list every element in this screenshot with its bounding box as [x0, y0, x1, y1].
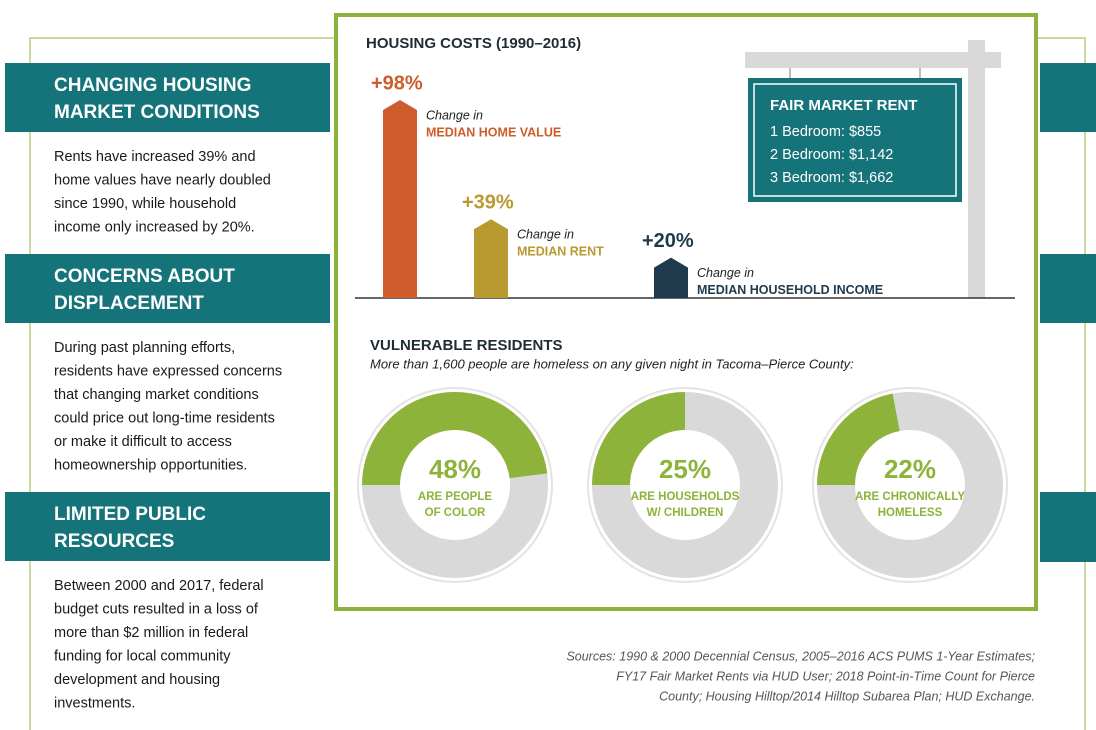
- source-line: Sources: 1990 & 2000 Decennial Census, 2…: [566, 649, 1035, 663]
- donut-arc: [362, 392, 548, 486]
- value-label: 22%: [884, 454, 936, 484]
- bar: [383, 100, 417, 298]
- bar: [474, 219, 508, 298]
- sign-item: 3 Bedroom: $1,662: [770, 170, 893, 186]
- teal-band: [1040, 254, 1096, 323]
- section-heading: CHANGING HOUSING: [54, 75, 251, 96]
- section-heading: CONCERNS ABOUT: [54, 266, 235, 287]
- sign-item: 1 Bedroom: $855: [770, 124, 881, 140]
- section-heading: MARKET CONDITIONS: [54, 102, 260, 123]
- category-label: OF COLOR: [425, 507, 486, 519]
- section-text: homeownership opportunities.: [54, 457, 247, 473]
- category-label: MEDIAN HOUSEHOLD INCOME: [697, 283, 883, 297]
- section-text: more than $2 million in federal: [54, 625, 248, 641]
- donut-arc: [817, 393, 901, 486]
- section-text: budget cuts resulted in a loss of: [54, 601, 259, 617]
- category-label: ARE HOUSEHOLDS: [631, 491, 740, 503]
- sign-beam: [745, 52, 1001, 68]
- section-text: that changing market conditions: [54, 387, 259, 403]
- section-heading: DISPLACEMENT: [54, 293, 204, 314]
- section-text: funding for local community: [54, 648, 231, 664]
- chart-title: HOUSING COSTS (1990–2016): [366, 35, 581, 52]
- section-text: Rents have increased 39% and: [54, 149, 256, 165]
- value-label: +39%: [462, 192, 514, 214]
- category-label: W/ CHILDREN: [647, 507, 724, 519]
- sign: [748, 78, 962, 202]
- section-text: income only increased by 20%.: [54, 219, 255, 235]
- section-text: development and housing: [54, 672, 220, 688]
- sign-item: 2 Bedroom: $1,142: [770, 147, 893, 163]
- section-text: could price out long-time residents: [54, 410, 275, 426]
- section-text: or make it difficult to access: [54, 434, 232, 450]
- donut-outer-ring: [587, 387, 783, 583]
- category-label: ARE PEOPLE: [418, 491, 492, 503]
- chart-title: VULNERABLE RESIDENTS: [370, 337, 563, 354]
- category-caption: Change in: [426, 108, 483, 122]
- section-text: residents have expressed concerns: [54, 363, 282, 379]
- section-text: since 1990, while household: [54, 196, 236, 212]
- teal-band: [1040, 492, 1096, 562]
- category-label: ARE CHRONICALLY: [855, 491, 965, 503]
- value-label: +98%: [371, 72, 423, 94]
- section-text: home values have nearly doubled: [54, 172, 271, 188]
- value-label: 25%: [659, 454, 711, 484]
- section-text: Between 2000 and 2017, federal: [54, 578, 264, 594]
- teal-band: [5, 254, 330, 323]
- value-label: 48%: [429, 454, 481, 484]
- teal-band: [5, 492, 330, 561]
- category-caption: Change in: [517, 228, 574, 242]
- category-label: MEDIAN RENT: [517, 245, 604, 259]
- donut-outer-ring: [812, 387, 1008, 583]
- teal-band: [5, 63, 330, 132]
- bar: [654, 257, 688, 298]
- category-caption: Change in: [697, 266, 754, 280]
- chart-subtitle: More than 1,600 people are homeless on a…: [370, 356, 854, 371]
- section-text: investments.: [54, 695, 135, 711]
- source-line: County; Housing Hilltop/2014 Hilltop Sub…: [659, 689, 1035, 703]
- section-heading: RESOURCES: [54, 531, 174, 552]
- sign-post: [968, 40, 985, 298]
- value-label: +20%: [642, 230, 694, 252]
- category-label: HOMELESS: [878, 507, 943, 519]
- section-heading: LIMITED PUBLIC: [54, 504, 206, 525]
- donut-outer-ring: [357, 387, 553, 583]
- teal-band: [1040, 63, 1096, 132]
- donut-arc: [592, 392, 686, 486]
- source-line: FY17 Fair Market Rents via HUD User; 201…: [616, 669, 1035, 683]
- sign-title: FAIR MARKET RENT: [770, 97, 918, 114]
- sign-border: [753, 83, 957, 197]
- category-label: MEDIAN HOME VALUE: [426, 125, 561, 139]
- section-text: During past planning efforts,: [54, 340, 235, 356]
